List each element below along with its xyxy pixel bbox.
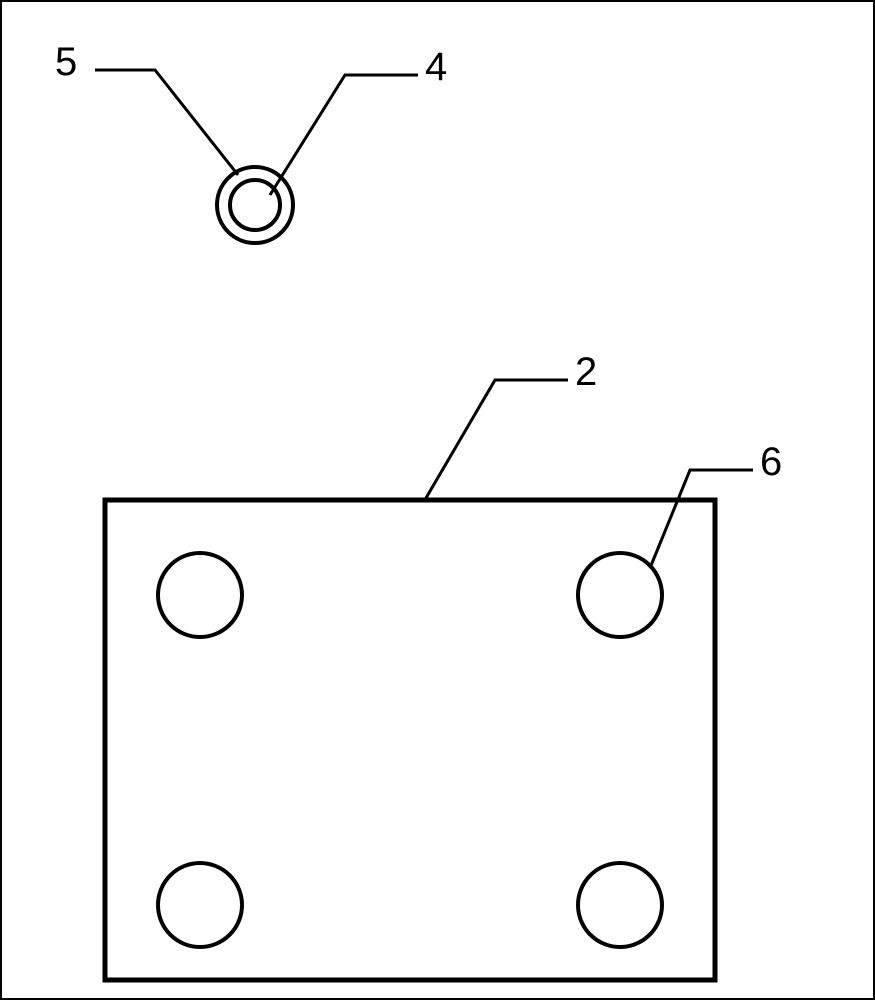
plate-hole-tl bbox=[158, 553, 242, 637]
label-4: 4 bbox=[425, 45, 447, 89]
small-inner-circle bbox=[230, 180, 280, 230]
label-5: 5 bbox=[55, 40, 77, 84]
leader-5 bbox=[95, 70, 238, 175]
label-2: 2 bbox=[575, 350, 597, 394]
diagram-svg: 5 4 2 6 bbox=[0, 0, 875, 1000]
technical-diagram: 5 4 2 6 bbox=[0, 0, 875, 1000]
plate-hole-br bbox=[578, 863, 662, 947]
leader-4 bbox=[270, 75, 418, 195]
plate-rect bbox=[105, 500, 715, 980]
plate-hole-bl bbox=[158, 863, 242, 947]
leader-2 bbox=[426, 380, 568, 498]
leader-6 bbox=[650, 470, 753, 568]
label-6: 6 bbox=[760, 440, 782, 484]
